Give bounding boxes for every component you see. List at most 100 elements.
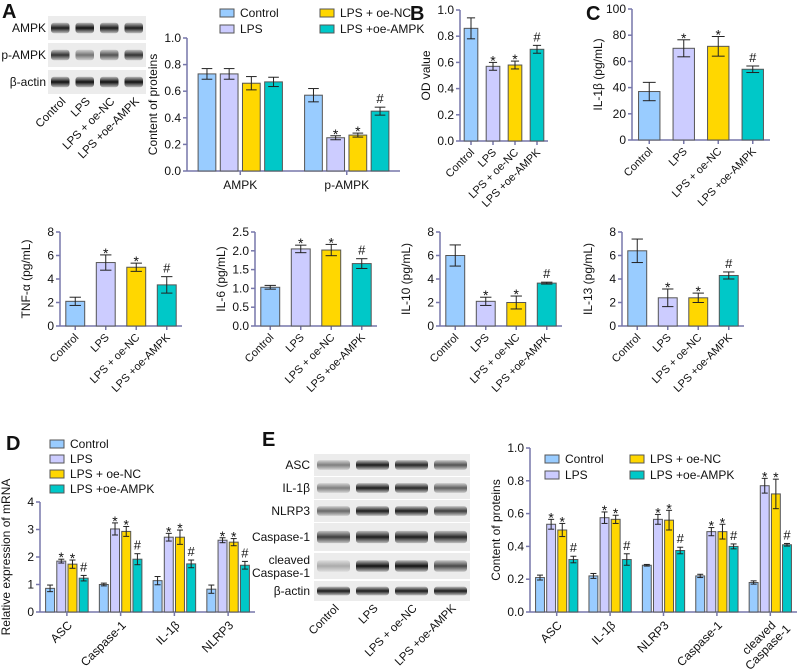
y-tick-label: 6 — [427, 249, 434, 263]
significance-mark: # — [376, 91, 384, 106]
y-tick-label: 0.0 — [507, 605, 524, 619]
y-tick-label: 0.4 — [437, 82, 454, 96]
x-tick-label: LPS +oe-AMPK — [696, 145, 760, 209]
bar — [219, 73, 239, 172]
bar — [507, 64, 523, 142]
significance-mark: * — [123, 516, 129, 532]
legend-swatch — [544, 454, 560, 464]
blot-strip — [314, 477, 470, 499]
bar — [759, 485, 770, 613]
x-tick-label: ASC — [48, 618, 76, 646]
y-axis-label: IL-1β (pg/mL) — [591, 38, 605, 110]
protein-band — [356, 586, 389, 596]
legend-label: Control — [70, 437, 109, 451]
bar — [370, 110, 390, 172]
y-tick-label: 2.5 — [232, 225, 249, 239]
x-tick-label: LPS — [284, 332, 307, 355]
chart-il6: 0.0 0.5 1.0 1.5 2.0 2.5 IL-6 (pg/mL) Control LPS… — [214, 225, 377, 395]
y-tick-label: 2 — [427, 296, 434, 310]
bar — [186, 563, 197, 613]
y-tick-label: 0.4 — [507, 539, 524, 553]
bar — [557, 529, 568, 613]
significance-mark: * — [512, 51, 518, 67]
blot-row-label: β-actin — [274, 584, 310, 598]
bar — [290, 248, 311, 327]
bar — [132, 558, 143, 613]
legend-label: LPS +oe-AMPK — [340, 22, 424, 36]
significance-mark: # — [163, 261, 171, 276]
x-tick-label: ASC — [537, 618, 565, 646]
bar — [782, 544, 792, 613]
significance-mark: * — [70, 550, 76, 566]
bar — [664, 519, 675, 613]
y-tick-label: 0.8 — [507, 474, 524, 488]
protein-band — [51, 76, 70, 88]
significance-mark: * — [59, 549, 65, 565]
y-tick-label: 0 — [27, 605, 34, 619]
protein-band — [434, 460, 467, 470]
bar — [98, 584, 109, 613]
protein-band — [356, 560, 389, 572]
chart-d: 0 1 2 3 4 Relative expression of mRNA ASC Caspa… — [0, 437, 255, 669]
protein-band — [317, 483, 350, 493]
x-tick-label: Control — [610, 332, 644, 366]
lane-label: LPS — [357, 602, 381, 626]
protein-band — [75, 49, 94, 61]
bar — [717, 531, 728, 613]
legend-swatch — [629, 470, 645, 480]
y-tick-label: 0.6 — [164, 84, 181, 98]
legend-label: LPS +oe-AMPK — [650, 468, 734, 482]
legend-swatch — [49, 439, 65, 449]
protein-band — [356, 483, 389, 493]
blot-strip — [314, 454, 470, 476]
protein-band — [434, 530, 467, 544]
y-axis-label: Content of proteins — [489, 479, 503, 580]
y-tick-label: 40 — [613, 81, 627, 95]
protein-band — [317, 560, 350, 572]
legend-label: LPS + oe-NC — [340, 6, 411, 20]
bar — [728, 545, 739, 613]
bar — [239, 564, 250, 613]
significance-mark: * — [696, 283, 702, 299]
protein-band — [317, 530, 350, 544]
y-tick-label: 0 — [609, 319, 616, 333]
blot-row-label: IL-1β — [282, 481, 310, 495]
significance-mark: * — [602, 502, 608, 518]
significance-mark: * — [560, 513, 566, 529]
y-tick-label: 8 — [427, 225, 434, 239]
x-tick-label: LPS — [89, 332, 112, 355]
y-axis-label: Relative expression of mRNA — [0, 479, 13, 636]
x-tick-label: Control — [444, 147, 478, 181]
significance-mark: # — [570, 540, 578, 555]
y-tick-label: 60 — [613, 54, 627, 68]
y-tick-label: 0.6 — [507, 507, 524, 521]
x-tick-label: AMPK — [223, 178, 257, 192]
legend-swatch — [219, 24, 235, 34]
x-tick-label: LPS — [651, 332, 674, 355]
protein-band — [395, 506, 428, 516]
bar — [652, 518, 663, 613]
protein-band — [356, 506, 389, 516]
y-tick-label: 100 — [606, 2, 626, 16]
significance-mark: * — [103, 245, 109, 261]
protein-band — [356, 460, 389, 470]
y-tick-label: 0.0 — [232, 319, 249, 333]
protein-band — [395, 530, 428, 544]
significance-mark: * — [333, 126, 339, 142]
protein-band — [124, 49, 143, 61]
protein-band — [434, 483, 467, 493]
bar — [748, 581, 759, 613]
y-axis-label: IL-10 (pg/mL) — [399, 243, 413, 315]
x-tick-label: p-AMPK — [324, 178, 369, 192]
legend-swatch — [319, 24, 335, 34]
y-tick-label: 4 — [427, 272, 434, 286]
blot-row-label: AMPK — [12, 21, 46, 35]
significance-mark: * — [490, 52, 496, 68]
x-tick-label: Control — [243, 332, 277, 366]
significance-mark: * — [231, 529, 237, 545]
protein-band — [356, 530, 389, 544]
significance-mark: # — [134, 538, 142, 553]
protein-band — [395, 483, 428, 493]
